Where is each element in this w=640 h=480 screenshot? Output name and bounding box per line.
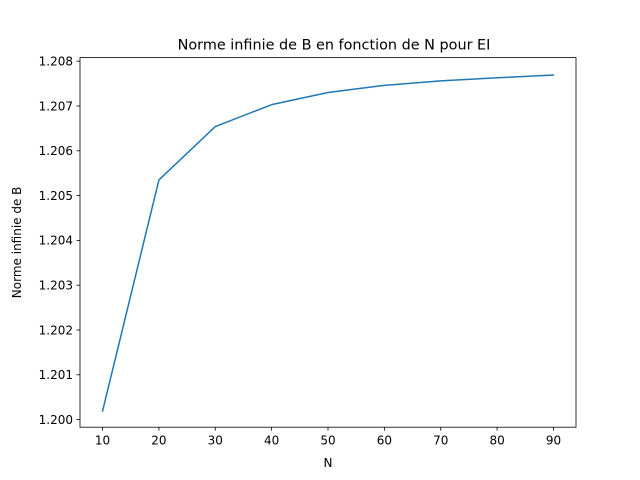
plot-area [101,74,555,412]
y-tick-label: 1.204 [39,234,73,248]
y-tick-label: 1.205 [39,189,73,203]
y-tick-label: 1.200 [39,413,73,427]
x-tick-label: 60 [377,434,392,448]
x-tick-label: 90 [546,434,561,448]
y-axis: 1.200 1.201 1.202 1.203 1.204 1.205 1.206 1.207… [39,54,80,427]
chart-title: Norme infinie de B en fonction de N pour… [178,38,491,54]
x-tick-label: 70 [433,434,448,448]
y-tick-label: 1.208 [39,54,73,68]
x-axis: 10 20 30 40 50 60 70 80 90 [95,427,561,448]
series-line [101,74,555,412]
y-tick-label: 1.206 [39,144,73,158]
x-tick-label: 50 [320,434,335,448]
x-tick-label: 40 [264,434,279,448]
x-tick-label: 20 [151,434,166,448]
x-tick-label: 30 [208,434,223,448]
y-tick-label: 1.202 [39,323,73,337]
y-axis-label: Norme infinie de B [10,187,24,299]
x-tick-label: 10 [95,434,110,448]
y-tick-label: 1.201 [39,368,73,382]
x-axis-label: N [324,456,333,470]
x-tick-label: 80 [489,434,504,448]
y-tick-label: 1.203 [39,278,73,292]
y-tick-label: 1.207 [39,99,73,113]
